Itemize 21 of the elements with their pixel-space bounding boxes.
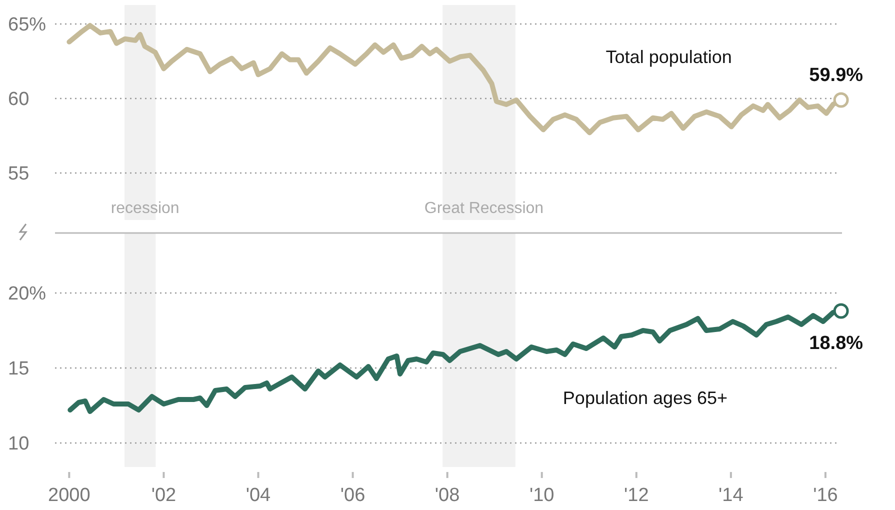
x-tick-label: '10 xyxy=(529,485,554,506)
y-tick-label: 55 xyxy=(8,164,30,185)
y-tick-label: 20% xyxy=(8,284,46,305)
x-tick-label: '16 xyxy=(813,485,838,506)
annotation: 18.8% xyxy=(809,333,864,354)
x-tick-label: '08 xyxy=(434,485,460,506)
y-tick-label: 60 xyxy=(8,89,30,110)
band-label: Great Recession xyxy=(424,200,544,217)
y-tick-label: 15 xyxy=(8,358,30,380)
series-label: Population ages 65+ xyxy=(562,388,728,408)
annotation: 59.9% xyxy=(809,64,864,86)
x-tick-label: 2000 xyxy=(48,485,90,506)
x-tick-label: '12 xyxy=(624,485,649,506)
x-tick-label: '06 xyxy=(340,485,366,506)
x-tick-label: '14 xyxy=(718,485,744,506)
band-label: recession xyxy=(110,200,180,217)
y-tick-label: 65% xyxy=(8,14,46,36)
y-tick-label: 10 xyxy=(8,434,30,455)
x-tick-label: '02 xyxy=(151,485,176,506)
text: Total population xyxy=(606,47,732,68)
x-tick-label: '04 xyxy=(246,485,272,506)
